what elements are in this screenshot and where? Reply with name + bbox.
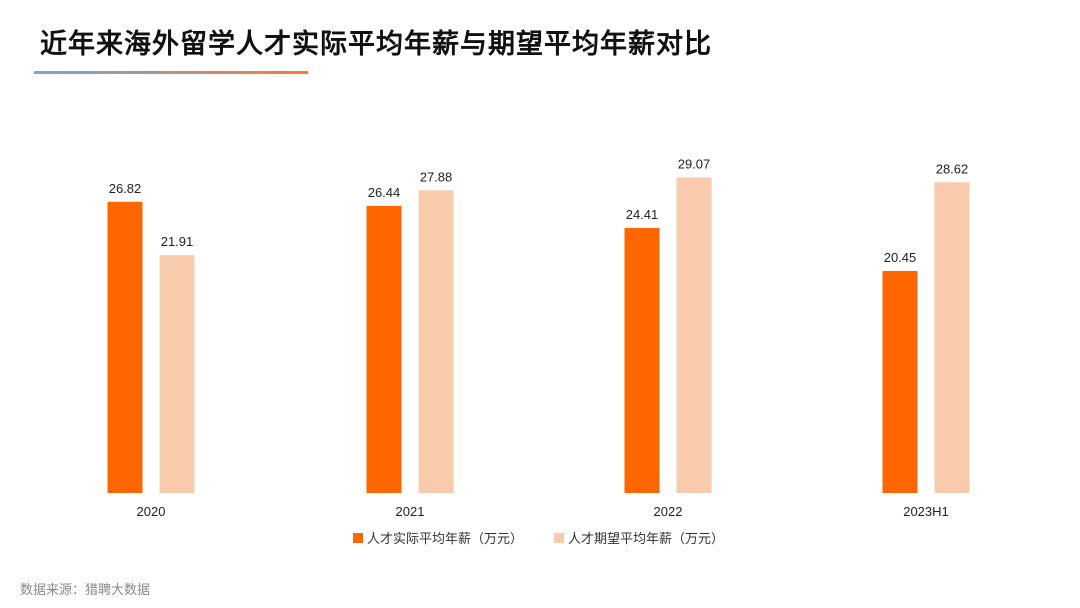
actual-value-label-2021: 26.44 [368,185,401,200]
expected-value-label-2021: 27.88 [420,169,453,184]
actual-bar-2022 [624,227,660,493]
legend-swatch-actual [353,533,363,543]
x-tick-label-2020: 2020 [137,504,166,519]
page-title: 近年来海外留学人才实际平均年薪与期望平均年薪对比 [40,29,712,59]
expected-bar-2023H1 [934,182,970,494]
data-source-note: 数据来源：猎聘大数据 [20,582,151,597]
actual-bar-2023H1 [882,270,918,493]
expected-bar-2022 [676,177,712,493]
legend-label-actual: 人才实际平均年薪（万元） [367,531,523,546]
expected-bar-2021 [418,190,454,493]
expected-value-label-2023H1: 28.62 [936,161,969,176]
actual-value-label-2023H1: 20.45 [884,250,917,265]
x-tick-label-2022: 2022 [654,504,683,519]
expected-value-label-2020: 21.91 [161,234,194,249]
expected-value-label-2022: 29.07 [678,156,711,171]
actual-bar-2020 [107,201,143,493]
legend-swatch-expected [554,533,564,543]
title-underline [34,71,308,74]
expected-bar-2020 [159,255,195,493]
actual-value-label-2022: 24.41 [626,207,659,222]
x-tick-label-2021: 2021 [396,504,425,519]
x-tick-label-2023H1: 2023H1 [903,504,949,519]
actual-bar-2021 [366,205,402,494]
actual-value-label-2020: 26.82 [109,181,142,196]
legend-label-expected: 人才期望平均年薪（万元） [568,531,724,546]
